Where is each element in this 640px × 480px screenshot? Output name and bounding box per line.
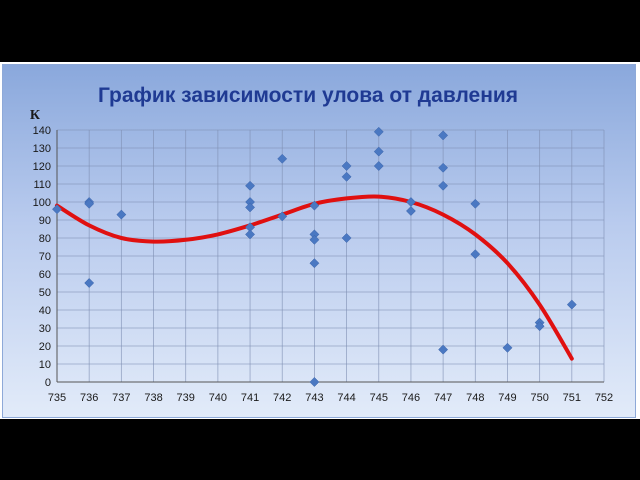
x-tick-label: 740 bbox=[209, 392, 227, 404]
x-tick-label: 752 bbox=[595, 392, 613, 404]
data-points bbox=[52, 126, 577, 387]
x-tick-label: 750 bbox=[530, 392, 548, 404]
y-tick-label: 120 bbox=[33, 161, 51, 173]
data-point bbox=[438, 180, 449, 191]
data-point bbox=[470, 249, 481, 260]
data-point bbox=[245, 202, 256, 213]
data-point bbox=[534, 321, 545, 332]
x-tick-label: 746 bbox=[402, 392, 420, 404]
data-point bbox=[277, 211, 288, 222]
x-tick-label: 749 bbox=[498, 392, 516, 404]
data-point bbox=[341, 171, 352, 182]
x-tick-label: 738 bbox=[144, 392, 162, 404]
data-point bbox=[373, 126, 384, 137]
data-point bbox=[84, 278, 95, 288]
data-point bbox=[277, 153, 288, 164]
data-point bbox=[438, 130, 449, 141]
data-point bbox=[341, 161, 352, 171]
x-tick-label: 745 bbox=[370, 392, 388, 404]
y-tick-label: 70 bbox=[39, 251, 51, 263]
x-tick-label: 736 bbox=[80, 392, 98, 404]
y-tick-label: 10 bbox=[39, 359, 51, 371]
y-tick-label: 110 bbox=[33, 179, 51, 191]
chart-title: График зависимости улова от давления bbox=[98, 84, 518, 107]
data-point bbox=[309, 200, 320, 211]
data-point bbox=[341, 233, 352, 243]
data-point bbox=[373, 146, 384, 157]
y-axis-label: К bbox=[30, 108, 41, 123]
data-point bbox=[116, 209, 127, 220]
y-tick-label: 0 bbox=[45, 377, 51, 389]
data-point bbox=[470, 198, 481, 209]
data-point bbox=[373, 161, 384, 171]
tick-labels: 0 10 20 30 40 50 60 70 80 90 100 110 120 130 140 735 736… bbox=[33, 125, 614, 404]
x-tick-label: 739 bbox=[177, 392, 195, 404]
y-tick-label: 80 bbox=[39, 233, 51, 245]
data-point bbox=[566, 299, 577, 310]
y-tick-label: 130 bbox=[33, 143, 51, 155]
y-tick-label: 40 bbox=[39, 305, 51, 317]
data-point bbox=[309, 258, 320, 269]
data-point bbox=[405, 197, 416, 207]
x-tick-label: 744 bbox=[337, 392, 355, 404]
y-tick-label: 100 bbox=[33, 197, 51, 209]
data-point bbox=[84, 198, 95, 209]
y-tick-label: 90 bbox=[39, 215, 51, 227]
axes bbox=[56, 130, 604, 383]
y-tick-label: 20 bbox=[39, 341, 51, 353]
x-tick-label: 742 bbox=[273, 392, 291, 404]
data-point bbox=[52, 204, 62, 215]
y-tick-label: 30 bbox=[39, 323, 51, 335]
data-point bbox=[405, 206, 416, 216]
chart-area: График зависимости улова от давления К 0… bbox=[2, 64, 636, 418]
x-tick-label: 751 bbox=[563, 392, 581, 404]
data-point bbox=[438, 162, 449, 173]
data-point bbox=[502, 342, 513, 353]
data-point bbox=[245, 229, 256, 240]
x-tick-label: 747 bbox=[434, 392, 452, 404]
x-tick-label: 748 bbox=[466, 392, 484, 404]
x-tick-label: 741 bbox=[241, 392, 259, 404]
x-tick-label: 737 bbox=[112, 392, 130, 404]
y-tick-label: 140 bbox=[33, 125, 51, 137]
data-point bbox=[438, 344, 449, 355]
y-tick-label: 50 bbox=[39, 287, 51, 299]
data-point bbox=[309, 377, 320, 387]
gridlines bbox=[56, 129, 605, 383]
scatter-chart: График зависимости улова от давления К 0… bbox=[30, 84, 614, 404]
x-tick-label: 735 bbox=[48, 392, 66, 404]
data-point bbox=[309, 234, 320, 245]
y-tick-label: 60 bbox=[39, 269, 51, 281]
data-point bbox=[245, 180, 256, 191]
x-tick-label: 743 bbox=[305, 392, 323, 404]
